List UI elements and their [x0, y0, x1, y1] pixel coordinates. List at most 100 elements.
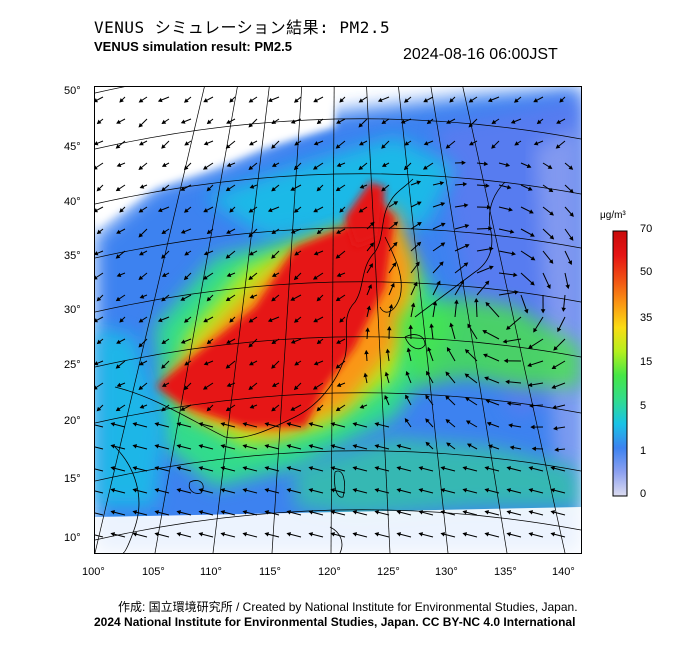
wind-arrowhead — [308, 422, 314, 427]
wind-arrowhead — [138, 385, 144, 390]
wind-arrowhead — [436, 280, 441, 286]
wind-arrowhead — [533, 141, 539, 146]
wind-arrowhead — [423, 141, 429, 146]
wind-arrowhead — [413, 281, 418, 287]
longitude-label: 100° — [82, 566, 105, 578]
longitude-label: 135° — [494, 566, 517, 578]
wind-arrowhead — [439, 181, 445, 186]
wind-arrowhead — [271, 144, 276, 149]
field-red-core — [155, 197, 395, 427]
wind-arrowhead — [132, 532, 138, 537]
wind-arrowhead — [198, 466, 204, 471]
wind-arrowhead — [422, 165, 428, 170]
wind-arrowhead — [423, 98, 428, 103]
wind-arrowhead — [474, 297, 479, 303]
wind-arrow — [95, 468, 104, 472]
wind-arrowhead — [462, 466, 468, 471]
wind-arrowhead — [271, 364, 276, 369]
wind-arrowhead — [96, 186, 102, 192]
wind-arrowhead — [264, 532, 270, 537]
wind-arrowhead — [469, 141, 474, 146]
field-south-green — [295, 437, 581, 517]
wind-arrowhead — [316, 119, 322, 125]
wind-arrowhead — [316, 296, 322, 302]
wind-arrowhead — [225, 364, 231, 369]
wind-arrowhead — [316, 229, 322, 235]
latitude-line — [95, 450, 581, 482]
wind-arrowhead — [206, 296, 212, 302]
wind-arrowhead — [183, 208, 189, 213]
wind-arrowhead — [154, 532, 160, 537]
wind-arrowhead — [465, 420, 471, 425]
wind-arrowhead — [198, 532, 204, 537]
wind-arrowhead — [294, 141, 300, 146]
wind-arrowhead — [393, 201, 399, 206]
wind-arrowhead — [488, 226, 493, 231]
wind-arrowhead — [503, 358, 508, 364]
wind-arrowhead — [290, 119, 296, 124]
latitude-label: 35° — [64, 250, 81, 262]
wind-arrowhead — [115, 254, 121, 259]
wind-arrowhead — [527, 362, 532, 368]
latitude-label: 40° — [64, 196, 81, 208]
wind-arrowhead — [242, 510, 248, 515]
wind-arrowhead — [176, 488, 182, 493]
wind-arrowhead — [308, 444, 314, 449]
colorbar-tick-label: 50 — [640, 266, 653, 278]
wind-arrowhead — [440, 202, 446, 207]
longitude-label: 105° — [142, 566, 165, 578]
wind-arrowhead — [377, 97, 383, 103]
wind-arrowhead — [440, 488, 446, 493]
wind-arrowhead — [286, 444, 292, 449]
wind-arrowhead — [183, 385, 189, 391]
wind-arrowhead — [161, 272, 167, 277]
longitude-label: 130° — [435, 566, 458, 578]
wind-arrowhead — [552, 405, 557, 410]
wind-arrowhead — [530, 232, 535, 237]
coast-taiwan — [334, 470, 345, 498]
wind-arrowhead — [115, 186, 121, 192]
wind-arrowhead — [505, 162, 511, 168]
wind-arrowhead — [391, 262, 397, 267]
wind-arrowhead — [508, 423, 513, 428]
wind-arrowhead — [203, 318, 208, 323]
longitude-label: 120° — [318, 566, 341, 578]
wind-arrowhead — [229, 98, 234, 103]
wind-arrowhead — [95, 251, 99, 256]
wind-arrowhead — [203, 98, 208, 103]
wind-arrowhead — [138, 98, 144, 103]
wind-arrowhead — [206, 339, 212, 345]
colorbar-tick-label: 70 — [640, 223, 653, 235]
wind-arrowhead — [115, 364, 121, 369]
wind-arrowhead — [286, 488, 292, 493]
wind-arrowhead — [271, 229, 277, 234]
wind-arrowhead — [374, 466, 380, 471]
wind-arrowhead — [459, 279, 464, 285]
wind-arrowhead — [225, 296, 231, 302]
wind-arrowhead — [183, 275, 189, 281]
wind-arrowhead — [220, 488, 226, 493]
wind-arrowhead — [339, 98, 344, 103]
wind-arrowhead — [180, 339, 186, 344]
wind-arrowhead — [335, 144, 341, 149]
wind-arrowhead — [533, 98, 538, 103]
wind-arrowhead — [225, 406, 231, 412]
wind-arrowhead — [510, 119, 516, 124]
wind-arrowhead — [286, 422, 292, 427]
wind-arrowhead — [312, 275, 318, 280]
wind-arrowhead — [551, 364, 557, 370]
wind-arrowhead — [381, 119, 387, 124]
wind-arrowhead — [271, 254, 276, 259]
wind-arrowhead — [183, 318, 189, 323]
wind-arrowhead — [336, 382, 342, 387]
colorbar-tick-label: 35 — [640, 312, 653, 324]
wind-arrowhead — [229, 318, 234, 323]
wind-arrowhead — [248, 385, 254, 390]
title-english: VENUS simulation result: PM2.5 — [94, 39, 292, 54]
wind-arrowhead — [528, 403, 534, 408]
wind-arrowhead — [506, 184, 512, 190]
wind-arrowhead — [271, 339, 277, 344]
wind-arrowhead — [366, 305, 371, 311]
wind-arrowhead — [358, 208, 364, 213]
wind-arrowhead — [368, 263, 373, 268]
